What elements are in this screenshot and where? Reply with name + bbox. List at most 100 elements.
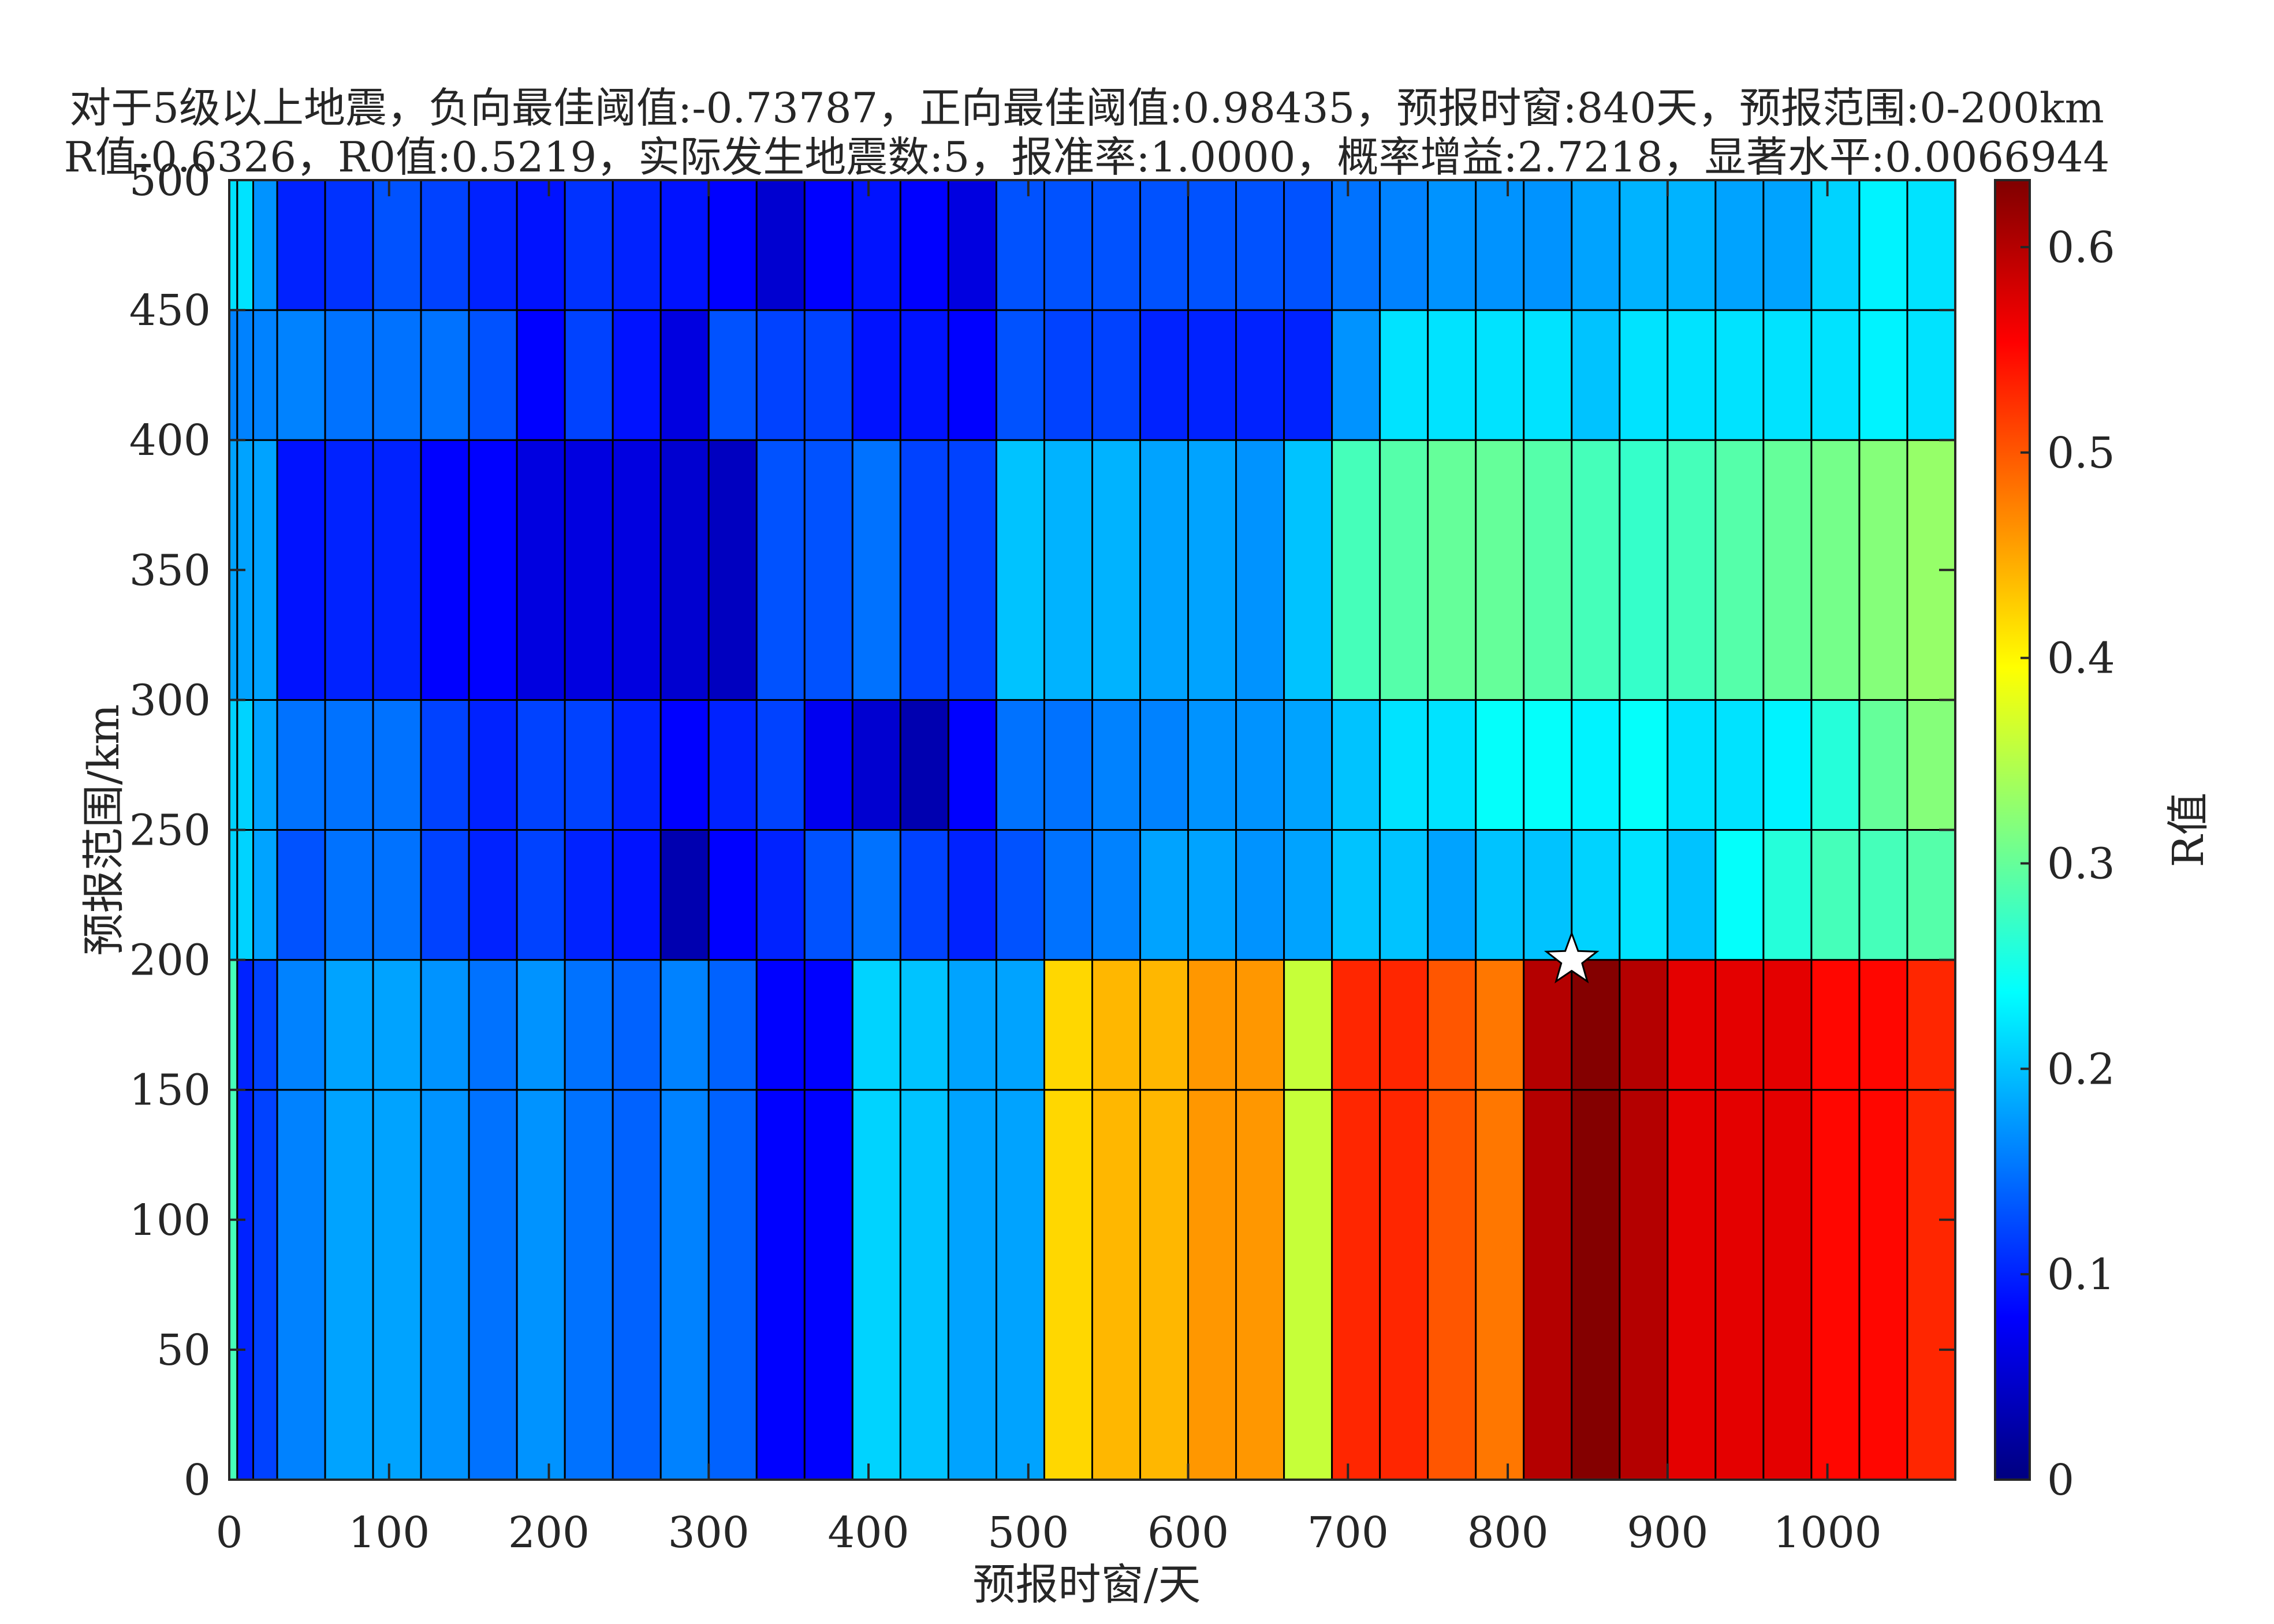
heatmap-cell [276, 959, 326, 1091]
heatmap-cell [1427, 699, 1477, 831]
heatmap-cell [276, 1089, 326, 1481]
heatmap-cell [1091, 309, 1142, 441]
heatmap-cell [1858, 309, 1908, 441]
heatmap-cell [1571, 309, 1621, 441]
heatmap-cell [1091, 179, 1142, 311]
heatmap-cell [236, 959, 255, 1091]
heatmap-cell [420, 699, 470, 831]
heatmap-cell [1858, 829, 1908, 961]
heatmap-cell [1475, 959, 1525, 1091]
colorbar-tick-label: 0 [2047, 1455, 2074, 1505]
chart-title: 对于5级以上地震，负向最佳阈值:-0.73787，正向最佳阈值:0.98435，… [64, 84, 2110, 181]
y-tick-label: 400 [129, 416, 211, 465]
heatmap-cell [1475, 439, 1525, 701]
heatmap-cell [516, 179, 566, 311]
heatmap-cell [1331, 309, 1381, 441]
heatmap-cell [1331, 439, 1381, 701]
heatmap-cell [1139, 1089, 1190, 1481]
heatmap-cell [803, 959, 853, 1091]
heatmap-cell [564, 959, 614, 1091]
x-tick-label: 300 [668, 1508, 750, 1558]
heatmap-cell [1427, 179, 1477, 311]
heatmap-cell [707, 309, 758, 441]
heatmap-cell [516, 1089, 566, 1481]
heatmap-cell [564, 829, 614, 961]
heatmap-cell [1235, 179, 1285, 311]
x-axis: 0 100 200 300 400 500 600 700 800 900 1000 [215, 180, 1882, 1558]
heatmap-cell [1475, 179, 1525, 311]
heatmap-cell [1810, 699, 1861, 831]
heatmap-cell [1331, 829, 1381, 961]
heatmap-cell [1283, 439, 1333, 701]
heatmap-cell [1331, 959, 1381, 1091]
heatmap-cell [1091, 439, 1142, 701]
heatmap-cell [1187, 699, 1237, 831]
heatmap-cell [564, 699, 614, 831]
heatmap-cell [1858, 1089, 1908, 1481]
heatmap-cell [1331, 179, 1381, 311]
heatmap-cell [1187, 1089, 1237, 1481]
heatmap-cell [1571, 959, 1621, 1091]
x-tick-label: 200 [508, 1508, 590, 1558]
heatmap-cell [1187, 439, 1237, 701]
heatmap-cell [851, 699, 901, 831]
heatmap-cell [947, 829, 997, 961]
heatmap-cell [1571, 179, 1621, 311]
chart-title-line-2: R值:0.6326，R0值:0.5219，实际发生地震数:5，报准率:1.000… [64, 133, 2110, 181]
heatmap-cell [899, 959, 949, 1091]
heatmap-cell [1043, 309, 1093, 441]
heatmap-cell [1714, 699, 1765, 831]
heatmap-cell [1475, 1089, 1525, 1481]
heatmap-cell [1427, 439, 1477, 701]
heatmap-cell [1187, 959, 1237, 1091]
heatmap-cell [228, 959, 238, 1091]
heatmap-cell [1619, 309, 1669, 441]
heatmap-cell [707, 699, 758, 831]
heatmap-cell [516, 829, 566, 961]
heatmap-cell [851, 439, 901, 701]
heatmap-cell [1379, 1089, 1429, 1481]
heatmap-cell [1427, 829, 1477, 961]
heatmap-cell [252, 1089, 278, 1481]
heatmap-cell [1667, 1089, 1717, 1481]
heatmap-cell [1714, 309, 1765, 441]
x-tick-label: 100 [348, 1508, 430, 1558]
heatmap-cell [659, 309, 710, 441]
heatmap-cell [612, 829, 662, 961]
heatmap-cell [1235, 1089, 1285, 1481]
heatmap-cell [1523, 439, 1573, 701]
heatmap-cell [1139, 309, 1190, 441]
heatmap-cell [755, 959, 806, 1091]
y-tick-label: 350 [129, 546, 211, 595]
heatmap-cell [236, 1089, 255, 1481]
heatmap-cell [1714, 829, 1765, 961]
heatmap-cell [995, 699, 1045, 831]
heatmap-cell [252, 309, 278, 441]
heatmap-cell [516, 439, 566, 701]
heatmap-cell [995, 1089, 1045, 1481]
heatmap-cell [516, 699, 566, 831]
heatmap-cell [252, 699, 278, 831]
heatmap-cell [1619, 179, 1669, 311]
heatmap-cell [851, 829, 901, 961]
heatmap-cell [372, 959, 422, 1091]
heatmap-cell [1475, 309, 1525, 441]
heatmap-cell [1858, 699, 1908, 831]
heatmap-cell [1523, 829, 1573, 961]
heatmap-cell [468, 959, 518, 1091]
heatmap-cell [612, 699, 662, 831]
heatmap-cell [1858, 959, 1908, 1091]
heatmap-cell [1762, 959, 1813, 1091]
heatmap-cell [1762, 1089, 1813, 1481]
heatmap-cell [612, 439, 662, 701]
heatmap-cell [228, 829, 238, 961]
heatmap-cell [707, 1089, 758, 1481]
heatmap-cell [1139, 179, 1190, 311]
heatmap-cell [1523, 309, 1573, 441]
heatmap-cell [1139, 959, 1190, 1091]
heatmap-cell [899, 439, 949, 701]
heatmap-cell [1043, 439, 1093, 701]
heatmap-cell [1523, 179, 1573, 311]
heatmap-cell [1283, 829, 1333, 961]
heatmap-cell [612, 1089, 662, 1481]
